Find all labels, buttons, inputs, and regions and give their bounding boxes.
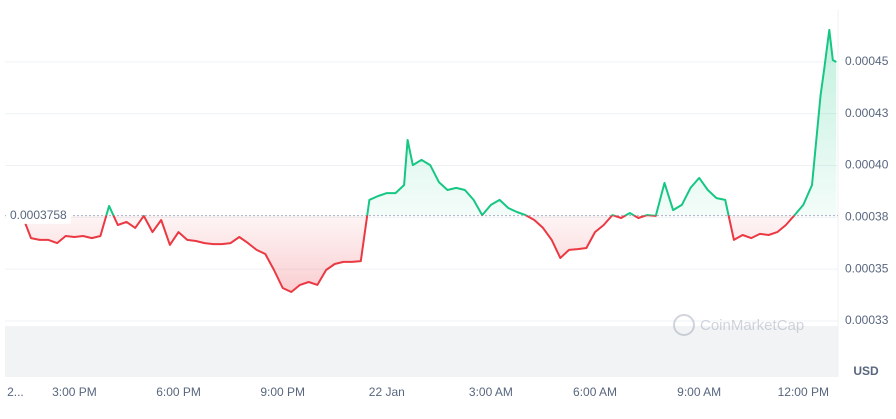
y-tick-label: 0.00040 — [845, 158, 889, 172]
y-tick-label: 0.00038 — [845, 210, 889, 224]
x-tick-label: 3:00 AM — [469, 385, 513, 399]
x-tick-label: 9:00 PM — [260, 385, 305, 399]
y-tick-label: 0.00035 — [845, 261, 889, 275]
area-fill — [22, 29, 837, 293]
y-tick-label: 0.00045 — [845, 54, 889, 68]
watermark-text: CoinMarketCap — [700, 317, 804, 334]
y-tick-label: 0.00043 — [845, 106, 889, 120]
x-tick-label: 6:00 PM — [156, 385, 201, 399]
x-tick-label: 22 Jan — [369, 385, 405, 399]
reference-label-bg — [6, 205, 72, 224]
x-tick-label: 3:00 PM — [52, 385, 97, 399]
y-tick-label: 0.00033 — [845, 313, 889, 327]
x-tick-label: 2... — [7, 385, 24, 399]
x-tick-label: 6:00 AM — [573, 385, 617, 399]
volume-strip — [5, 326, 838, 377]
watermark-logo — [673, 314, 695, 336]
x-tick-label: 12:00 PM — [778, 385, 829, 399]
reference-label: 0.0003758 — [10, 208, 67, 222]
watermark: CoinMarketCap — [673, 314, 804, 336]
price-line — [21, 28, 837, 293]
currency-label: USD — [853, 364, 879, 378]
x-tick-label: 9:00 AM — [677, 385, 721, 399]
